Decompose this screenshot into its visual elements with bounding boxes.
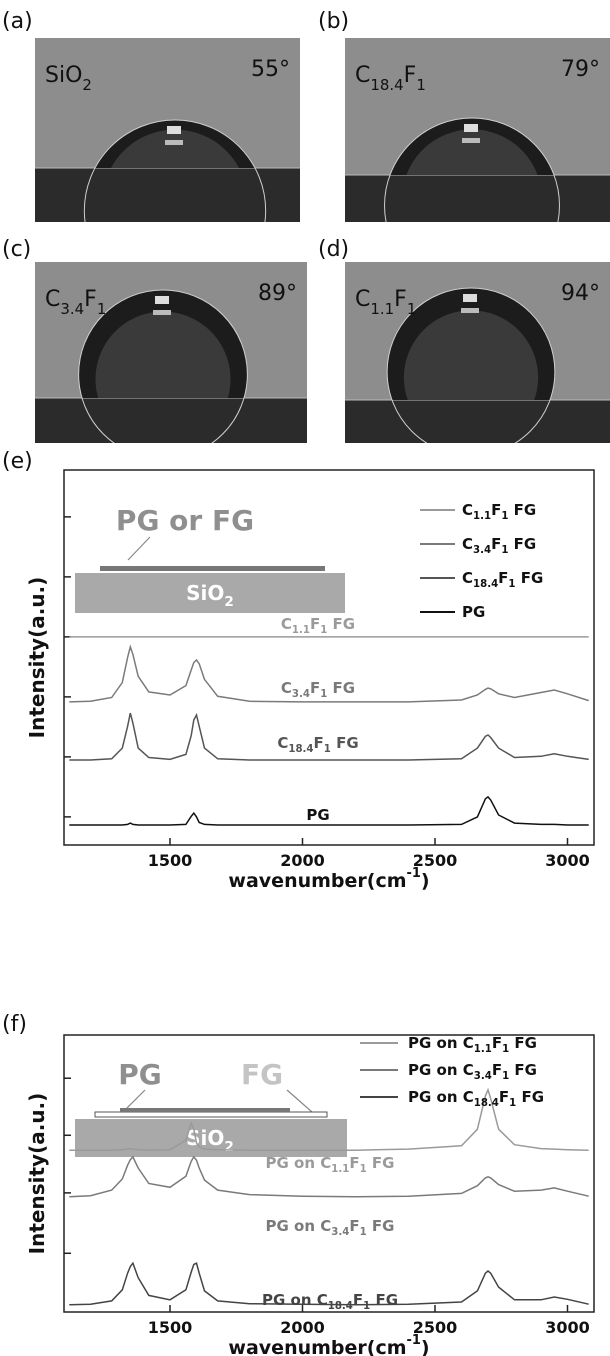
substrate [35,168,300,222]
film-label: PG or FG [116,504,254,537]
x-tick-label: 1500 [148,851,193,870]
substrate [35,398,307,443]
series-label: C3.4F1 FG [281,679,355,700]
photo [345,262,610,443]
sample-label: C18.4F1 [355,63,426,94]
panel-label: (f) [2,1012,27,1037]
panel-label: (b) [318,9,349,34]
reflection [464,124,478,132]
fit-circle [386,287,556,443]
spectrum [69,1155,589,1198]
series-label: PG on C3.4F1 FG [266,1217,395,1238]
x-tick-label: 2000 [280,1318,325,1337]
series-label: C1.1F1 FG [281,615,355,636]
panel-label: (d) [318,237,349,262]
x-tick-label: 3000 [545,851,590,870]
substrate [345,175,610,222]
spectrum [69,644,589,703]
spectrum [69,712,589,761]
y-axis-title: Intensity(a.u.) [25,1093,49,1255]
substrate-label: SiO2 [186,1126,234,1156]
fit-circle [384,117,560,222]
contact-angle: 79° [561,57,600,82]
substrate [345,400,610,443]
panel-label: (c) [2,237,31,262]
legend-label: PG on C18.4F1 FG [408,1088,544,1109]
contact-angle: 89° [258,281,297,306]
droplet-inner [111,129,239,168]
pointer [124,1089,146,1111]
x-tick-label: 3000 [545,1318,590,1337]
spectrum [69,1087,589,1151]
x-tick-label: 2500 [413,851,458,870]
spectrum [69,1261,589,1306]
panel-label: (a) [2,9,33,34]
fit-circle [78,289,248,443]
substrate-label: SiO2 [186,581,234,611]
reflection [462,138,480,143]
series-label: PG on C1.1F1 FG [266,1154,395,1175]
y-axis-title: Intensity(a.u.) [25,577,49,739]
substrate-block [75,573,345,613]
droplet-inner [403,310,539,400]
film-label: PG [118,1058,162,1091]
droplet-inner [406,129,538,175]
legend-label: C1.1F1 FG [462,501,536,522]
droplet-inner [95,311,231,398]
film-layer [120,1108,290,1112]
legend-label: C18.4F1 FG [462,569,543,590]
sample-label: SiO2 [45,63,92,94]
sample-label: C1.1F1 [355,287,416,318]
x-axis-title: wavenumber(cm-1) [228,866,429,892]
x-tick-label: 1500 [148,1318,193,1337]
series-label: PG [306,806,329,824]
photo [35,38,300,222]
pointer [127,536,151,561]
pointer [286,1089,313,1113]
fg-layer [94,1111,328,1118]
panel-label: (e) [2,449,33,474]
reflection [463,294,477,302]
legend-label: PG on C3.4F1 FG [408,1061,537,1082]
legend-label: PG [462,603,485,621]
series-label: C18.4F1 FG [277,734,358,755]
film-layer [100,566,325,571]
reflection [153,310,171,315]
legend-label: C3.4F1 FG [462,535,536,556]
photo [345,38,610,222]
legend-label: PG on C1.1F1 FG [408,1034,537,1055]
plot-frame [63,469,595,846]
contact-angle: 94° [561,281,600,306]
reflection [167,126,181,134]
reflection [155,296,169,304]
sample-label: C3.4F1 [45,287,106,318]
x-tick-label: 2500 [413,1318,458,1337]
underlayer-label: FG [241,1058,283,1091]
fit-circle [83,119,267,222]
x-tick-label: 2000 [280,851,325,870]
plot-frame [63,1034,595,1313]
x-axis-title: wavenumber(cm-1) [228,1333,429,1356]
contact-angle: 55° [251,57,290,82]
reflection [165,140,183,145]
series-label: PG on C18.4F1 FG [262,1291,398,1312]
spectrum [69,795,589,826]
reflection [461,308,479,313]
photo [35,262,307,443]
